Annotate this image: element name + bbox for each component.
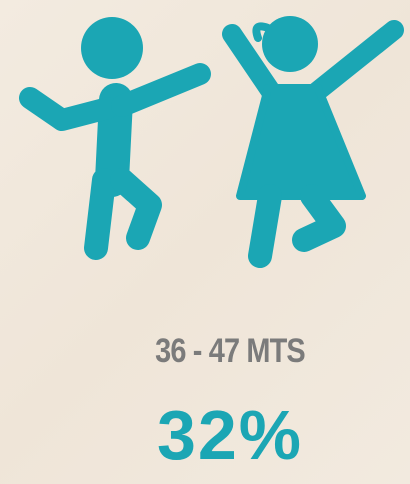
girl-dress [236,84,366,200]
boy-left-leg [84,168,116,260]
boy-head [81,17,143,79]
girl-ponytail [252,22,272,42]
children-icon [19,16,404,268]
boy-right-arm [111,63,211,117]
girl-right-leg [292,184,346,252]
girl-right-arm [304,20,404,104]
girl-head [262,16,318,72]
percentage: 32% [156,396,304,474]
boy-left-arm [19,87,119,131]
age-range: 36 - 47 MTS [155,332,306,370]
girl-left-leg [248,184,282,268]
boy-right-leg [110,168,162,250]
